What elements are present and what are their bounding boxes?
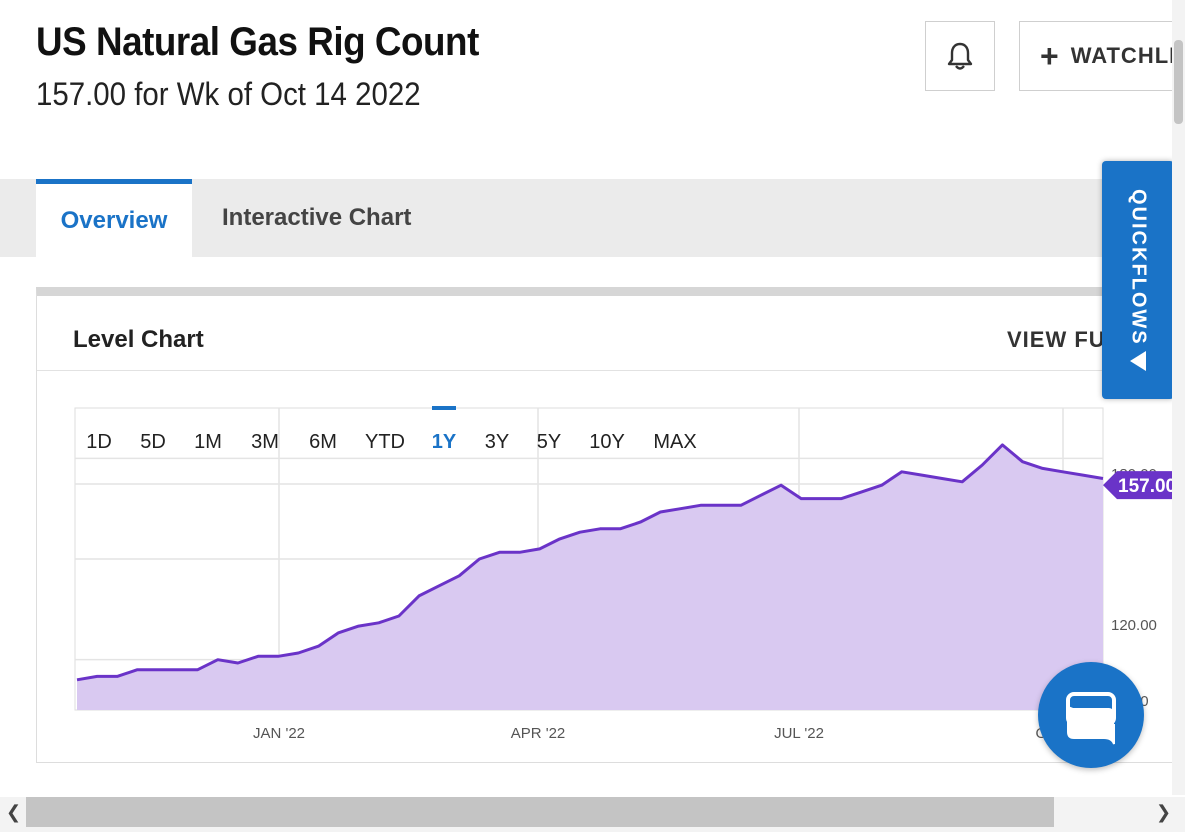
range-option-1y[interactable]: 1Y	[432, 431, 457, 453]
x-tick-label: APR '22	[511, 725, 566, 742]
range-option-1m[interactable]: 1M	[194, 431, 222, 453]
add-to-watchlist-button[interactable]: + WATCHLIST	[1019, 21, 1185, 91]
x-tick-label: JUL '22	[774, 725, 824, 742]
range-selector: 1D 5D 1M 3M 6M YTD 1Y 3Y 5Y 10Y MAX	[86, 406, 697, 453]
quickflows-panel-toggle[interactable]: QUICKFLOWS	[1102, 161, 1174, 399]
vertical-scrollbar[interactable]	[1172, 0, 1185, 795]
triangle-left-icon	[1130, 351, 1146, 371]
active-range-indicator	[432, 406, 456, 410]
scroll-left-icon[interactable]: ❮	[6, 802, 22, 822]
range-option-3y[interactable]: 3Y	[485, 431, 509, 453]
chat-button[interactable]	[1038, 662, 1144, 768]
tab-overview[interactable]: Overview	[36, 179, 192, 257]
horizontal-scroll-thumb[interactable]	[26, 797, 1054, 827]
range-option-10y[interactable]: 10Y	[589, 431, 625, 453]
tab-bar: Overview Interactive Chart	[0, 179, 1172, 257]
series-line	[76, 443, 1104, 682]
range-option-6m[interactable]: 6M	[309, 431, 337, 453]
level-chart: 1D 5D 1M 3M 6M YTD 1Y 3Y 5Y 10Y MAX JAN '22 APR '22…	[74, 406, 1172, 742]
range-option-max[interactable]: MAX	[653, 431, 696, 453]
range-option-3m[interactable]: 3M	[251, 431, 279, 453]
last-value-marker: 157.00	[1103, 471, 1172, 500]
bell-icon	[947, 42, 973, 70]
range-option-ytd[interactable]: YTD	[365, 431, 405, 453]
card-title: Level Chart	[73, 326, 204, 353]
last-value-tag	[1103, 471, 1172, 500]
page-subtitle: 157.00 for Wk of Oct 14 2022	[36, 76, 421, 112]
quickflows-label: QUICKFLOWS	[1127, 189, 1150, 346]
vertical-scroll-thumb[interactable]	[1174, 40, 1183, 124]
tab-interactive-chart[interactable]: Interactive Chart	[222, 204, 412, 231]
card-header: Level Chart VIEW FULL	[37, 296, 1175, 371]
area-fill	[77, 444, 1103, 710]
scroll-right-icon[interactable]: ❯	[1156, 802, 1172, 822]
watchlist-label: WATCHLIST	[1070, 43, 1184, 68]
plus-icon: +	[1040, 38, 1059, 74]
last-value-label: 157.00	[1118, 476, 1172, 497]
range-option-1d[interactable]: 1D	[86, 431, 112, 453]
range-option-5d[interactable]: 5D	[140, 431, 166, 453]
alert-button[interactable]	[925, 21, 995, 91]
horizontal-scrollbar[interactable]: ❮ ❯	[0, 797, 1185, 832]
page-title: US Natural Gas Rig Count	[36, 20, 479, 64]
chat-bubble-icon	[1066, 692, 1116, 745]
x-tick-label: JAN '22	[253, 725, 305, 742]
y-tick-label: 120.00	[1111, 617, 1157, 634]
range-option-5y[interactable]: 5Y	[537, 431, 561, 453]
